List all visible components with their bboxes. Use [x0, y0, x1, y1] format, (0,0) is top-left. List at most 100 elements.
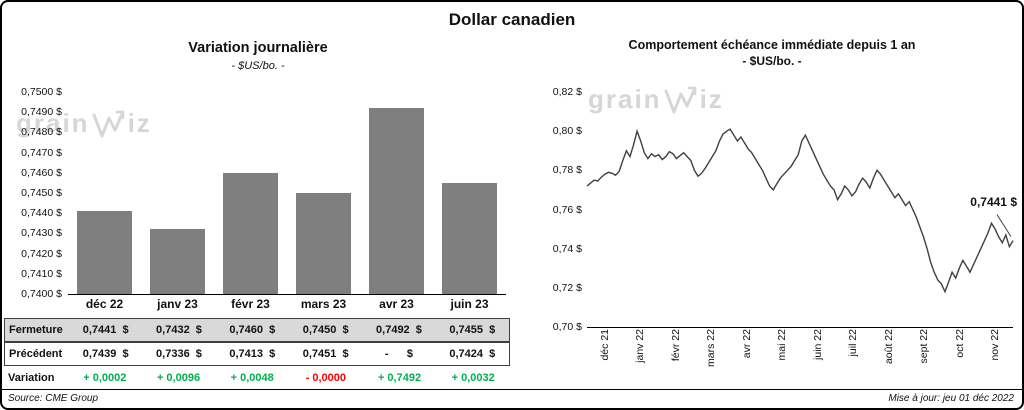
- table-cell: 0,7451 $: [302, 348, 349, 360]
- bar: [223, 172, 278, 294]
- table-cell: 0,7450 $: [302, 324, 349, 336]
- update-note: Mise à jour: jeu 01 déc 2022: [888, 393, 1014, 404]
- table-cell: 0,7460 $: [229, 324, 276, 336]
- y-tick-label: 0,72 $: [552, 281, 582, 294]
- table-cell: 0,7413 $: [229, 348, 276, 360]
- month-label-text: août 22: [882, 329, 895, 365]
- page-title: Dollar canadien: [448, 10, 576, 29]
- month-label: nov 22: [978, 329, 1014, 381]
- month-label: août 22: [871, 329, 907, 381]
- month-label: mai 22: [765, 329, 801, 381]
- month-label-text: févr 22: [669, 329, 682, 362]
- month-label: avr 22: [729, 329, 765, 381]
- bar-category-label: déc 22: [85, 297, 124, 311]
- month-label-text: déc 21: [598, 329, 611, 361]
- table-cell: 0,7439 $: [82, 348, 129, 360]
- footer-divider: [2, 389, 1022, 390]
- bar-category-label: avr 23: [379, 297, 414, 311]
- month-label: janv 22: [623, 329, 659, 381]
- month-label-text: juin 22: [811, 329, 824, 360]
- table-cell: - $: [384, 348, 414, 360]
- y-tick-label: 0,78 $: [552, 164, 582, 177]
- row-label: Fermeture: [9, 324, 63, 336]
- table-cell: 0,7432 $: [156, 324, 202, 336]
- month-label: févr 22: [658, 329, 694, 381]
- y-tick-label: 0,7420 $: [21, 247, 62, 260]
- bar: [150, 229, 205, 294]
- y-tick-label: 0,70 $: [552, 321, 582, 333]
- table-cell: + 0,7492: [377, 372, 422, 384]
- month-label: déc 21: [587, 329, 623, 381]
- month-label: mars 22: [694, 329, 730, 381]
- y-tick-label: 0,7490 $: [21, 106, 62, 119]
- source-note: Source: CME Group: [8, 393, 99, 404]
- bar-chart-title: Variation journalière: [188, 40, 328, 56]
- y-tick-label: 0,7440 $: [21, 207, 62, 220]
- table-row: Fermeture 0,7441 $ 0,7432 $ 0,7460 $ 0,7450 …: [4, 318, 510, 342]
- month-label-text: mars 22: [705, 329, 717, 367]
- month-label-text: juil 22: [847, 329, 859, 357]
- y-tick-label: 0,7460 $: [21, 166, 62, 179]
- line-chart-section: Comportement échéance immédiate depuis 1…: [522, 32, 1022, 392]
- bar-chart-subtitle: - $US/bo. -: [231, 60, 285, 72]
- y-tick-label: 0,7410 $: [21, 267, 62, 280]
- bar-category-label: févr 23: [231, 297, 270, 311]
- y-tick-label: 0,7500 $: [21, 86, 62, 98]
- y-tick-label: 0,7430 $: [21, 227, 62, 240]
- bar: [296, 193, 351, 294]
- month-label-text: nov 22: [989, 329, 1001, 361]
- y-tick-label: 0,80 $: [552, 125, 582, 138]
- bar: [369, 108, 424, 294]
- y-tick-label: 0,76 $: [552, 203, 582, 216]
- y-tick-label: 0,7450 $: [21, 187, 62, 199]
- last-price-annotation: 0,7441 $: [970, 194, 1017, 209]
- bar-category-label: juin 23: [450, 297, 489, 311]
- month-label-text: avr 22: [740, 329, 753, 359]
- y-tick-label: 0,7480 $: [21, 126, 62, 139]
- month-label-text: oct 22: [953, 329, 966, 358]
- month-label-text: janv 22: [634, 329, 646, 363]
- month-label: juin 22: [800, 329, 836, 381]
- bar-plot-area: [68, 92, 506, 295]
- table-cell: 0,7336 $: [156, 348, 202, 360]
- bar-x-labels: déc 22 janv 23 févr 23 mars 23 avr 23 juin 23: [68, 297, 506, 311]
- row-label: Variation: [8, 372, 55, 384]
- line-plot-area: 0,7441 $: [586, 92, 1017, 328]
- line-y-axis: 0,82 $ 0,80 $ 0,78 $ 0,76 $ 0,74 $ 0,72 $ 0,70…: [536, 86, 582, 333]
- bar-chart-section: Variation journalière - $US/bo. - grain …: [2, 32, 514, 392]
- table-cell: - 0,0000: [305, 372, 347, 384]
- table-cell: 0,7441 $: [82, 324, 129, 336]
- table-cell: + 0,0096: [156, 372, 201, 384]
- summary-table: Fermeture 0,7441 $ 0,7432 $ 0,7460 $ 0,7450 …: [4, 318, 510, 390]
- line-chart-title: Comportement échéance immédiate depuis 1…: [628, 38, 916, 52]
- month-label: oct 22: [942, 329, 978, 381]
- price-line: [586, 128, 1014, 294]
- table-cell: + 0,0032: [451, 372, 495, 384]
- annotation-leader-line: [996, 214, 1012, 237]
- bar: [77, 211, 132, 294]
- month-label: juil 22: [836, 329, 872, 381]
- table-row: Précédent 0,7439 $ 0,7336 $ 0,7413 $ 0,7451 …: [4, 342, 510, 366]
- bar-category-label: janv 23: [157, 297, 198, 311]
- month-label: sept 22: [907, 329, 943, 381]
- month-label-text: mai 22: [776, 329, 788, 361]
- table-cell: 0,7455 $: [449, 324, 496, 336]
- line-chart-svg: [586, 128, 1014, 294]
- bar-category-label: mars 23: [300, 297, 347, 311]
- table-cell: + 0,0002: [83, 372, 127, 384]
- table-cell: 0,7492 $: [376, 324, 422, 336]
- table-cell: + 0,0048: [230, 372, 274, 384]
- y-tick-label: 0,74 $: [552, 242, 582, 255]
- y-tick-label: 0,82 $: [552, 86, 582, 98]
- row-label: Précédent: [9, 348, 63, 360]
- y-tick-label: 0,7470 $: [21, 146, 62, 159]
- line-x-labels: déc 21 janv 22 févr 22 mars 22 avr 22 mai 22 j…: [587, 329, 1013, 381]
- month-label-text: sept 22: [918, 329, 930, 364]
- bar-group: [68, 92, 506, 294]
- y-tick-label: 0,7400 $: [21, 288, 62, 300]
- table-cell: 0,7424 $: [449, 348, 496, 360]
- bar-y-axis: 0,7500 $ 0,7490 $ 0,7480 $ 0,7470 $ 0,7460 $…: [8, 86, 62, 300]
- line-chart-subtitle: - $US/bo. -: [742, 54, 802, 68]
- table-row: Variation + 0,0002 + 0,0096 + 0,0048 - 0,000…: [4, 366, 510, 390]
